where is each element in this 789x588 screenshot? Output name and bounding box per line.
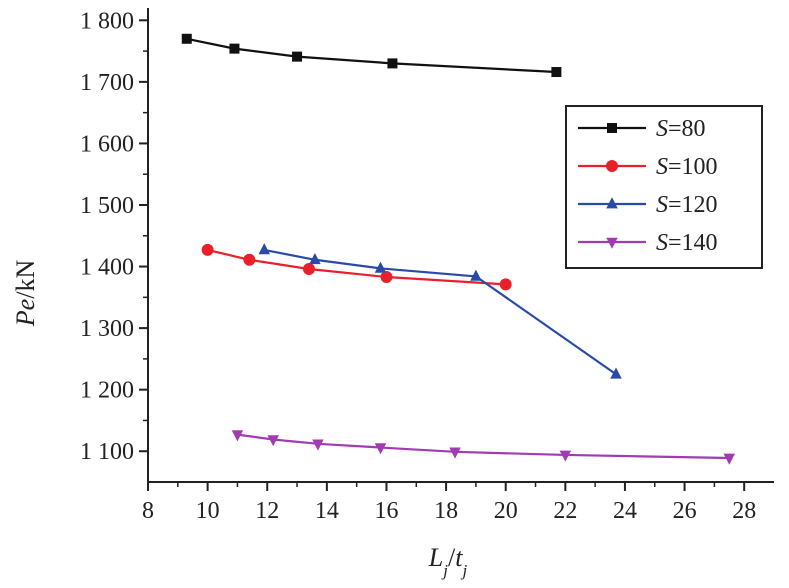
data-point (181, 33, 192, 44)
data-point (312, 439, 324, 451)
x-tick-label: 28 (732, 498, 756, 524)
data-point (201, 243, 214, 256)
data-point (231, 430, 244, 442)
data-point (723, 453, 736, 465)
legend-label: S=140 (656, 230, 718, 256)
y-tick-label: 1 600 (80, 131, 134, 157)
data-point (374, 443, 387, 455)
data-point (292, 51, 303, 62)
series-group (181, 33, 736, 465)
x-tick-label: 10 (196, 498, 220, 524)
x-ticks: 8 10 12 14 16 18 20 22 24 26 28 (142, 482, 756, 524)
data-point (449, 447, 461, 459)
x-tick-label: 12 (255, 498, 279, 524)
y-tick-label: 1 100 (80, 439, 134, 465)
data-point (258, 243, 271, 255)
x-tick-label: 24 (613, 498, 637, 524)
axes (147, 8, 774, 483)
legend-label: S=120 (656, 192, 718, 218)
data-point (559, 450, 572, 462)
x-tick-label: 8 (142, 498, 154, 524)
data-point (380, 271, 393, 284)
x-tick-label: 14 (315, 498, 339, 524)
data-point (607, 123, 617, 133)
series-3 (258, 243, 622, 379)
data-point (606, 160, 618, 172)
series-2 (201, 243, 512, 291)
legend: S=80 S=100 S=120 S=140 (565, 105, 763, 269)
legend-item: S=120 (578, 192, 718, 218)
series-4 (231, 430, 736, 465)
series-line (264, 248, 617, 376)
data-point (499, 278, 512, 291)
x-tick-label: 20 (494, 498, 518, 524)
y-tick-label: 1 700 (80, 70, 134, 96)
x-tick-label: 26 (673, 498, 697, 524)
legend-label: S=100 (656, 154, 718, 180)
legend-item: S=80 (578, 116, 706, 142)
x-axis-title: Lj/tj (428, 543, 468, 580)
data-point (470, 269, 482, 281)
data-point (267, 435, 279, 447)
data-point (309, 253, 321, 265)
y-axis-title: Pe/kN (11, 260, 40, 328)
series-line (237, 433, 730, 460)
legend-label: S=80 (656, 116, 706, 142)
data-point (302, 263, 315, 276)
y-ticks: 1 100 1 200 1 300 1 400 1 500 1 600 1 700 1 800 (80, 8, 148, 465)
data-point (606, 237, 618, 249)
data-point (243, 253, 256, 266)
x-tick-label: 16 (374, 498, 398, 524)
legend-item: S=100 (578, 154, 718, 180)
y-tick-label: 1 500 (80, 193, 134, 219)
y-tick-label: 1 400 (80, 255, 134, 281)
series-line (186, 37, 557, 74)
data-point (229, 43, 240, 54)
data-point (606, 197, 618, 209)
data-point (387, 58, 398, 69)
data-point (610, 367, 622, 379)
x-tick-label: 22 (553, 498, 577, 524)
series-1 (181, 33, 562, 78)
legend-item: S=140 (578, 230, 718, 256)
data-point (551, 67, 562, 78)
y-tick-label: 1 200 (80, 378, 134, 404)
data-point (374, 261, 387, 273)
x-tick-label: 18 (434, 498, 458, 524)
y-tick-label: 1 800 (80, 8, 134, 34)
y-tick-label: 1 300 (80, 316, 134, 342)
